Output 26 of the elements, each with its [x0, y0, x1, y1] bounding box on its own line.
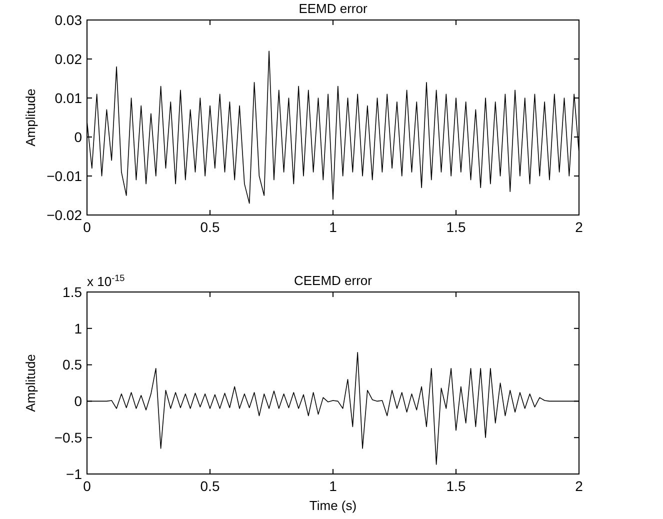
y-tick-label: 0.02 — [54, 50, 82, 67]
y-tick-label: −0.02 — [46, 206, 82, 223]
chart-title: EEMD error — [298, 1, 368, 16]
x-tick-label: 1 — [329, 478, 338, 494]
x-axis-title: Time (s) — [309, 498, 357, 513]
x-tick-label: 1.5 — [446, 219, 466, 235]
y-tick-label: 0.03 — [54, 12, 82, 28]
y-tick-label: 1.5 — [62, 284, 82, 300]
y-tick-label: 0.01 — [54, 90, 82, 106]
x-tick-label: 2 — [575, 478, 584, 494]
y-tick-label: 0 — [74, 393, 82, 410]
y-tick-label: 1 — [74, 320, 82, 336]
x-tick-label: 2 — [575, 219, 584, 235]
y-tick-label: −1 — [66, 466, 82, 482]
x-tick-label: 0.5 — [200, 219, 220, 235]
x-tick-label: 1.5 — [446, 478, 466, 494]
y-tick-label: −0.5 — [54, 430, 82, 446]
y-axis-title: Amplitude — [23, 88, 38, 146]
x-tick-label: 1 — [329, 219, 338, 235]
y-tick-label: −0.01 — [46, 168, 82, 184]
y-tick-label: 0.5 — [62, 356, 82, 373]
x-tick-label: 0.5 — [200, 478, 220, 494]
text: x 10$^{-15}$ — [87, 273, 125, 289]
y-tick-label: 0 — [74, 128, 82, 145]
y-axis-title: Amplitude — [23, 354, 38, 412]
chart-title: CEEMD error — [294, 273, 373, 288]
